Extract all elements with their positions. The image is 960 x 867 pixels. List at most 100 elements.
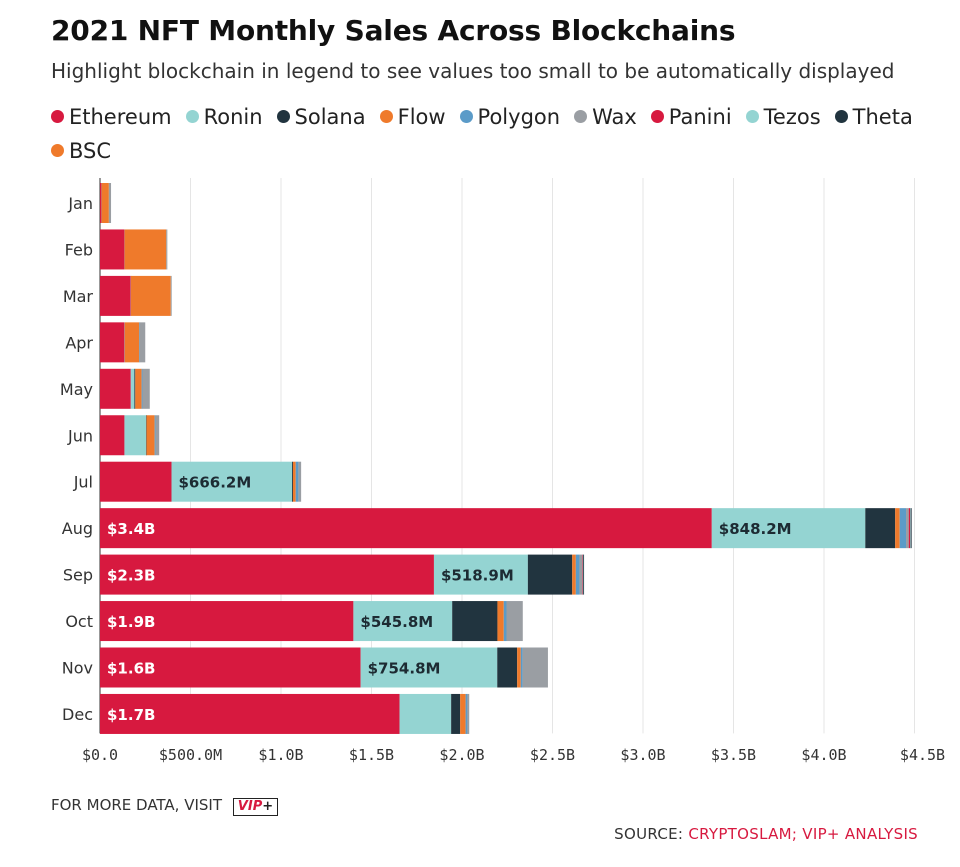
- bar-segment-flow-apr[interactable]: [124, 322, 140, 363]
- legend-item-theta[interactable]: Theta: [834, 100, 913, 134]
- bar-segment-polygon-nov[interactable]: [520, 647, 523, 688]
- legend-item-solana[interactable]: Solana: [276, 100, 366, 134]
- bar-segment-polygon-dec[interactable]: [465, 693, 468, 734]
- legend-item-tezos[interactable]: Tezos: [745, 100, 821, 134]
- legend-label: Tezos: [763, 105, 821, 129]
- bar-segment-ethereum-jul[interactable]: [100, 461, 172, 502]
- legend-item-panini[interactable]: Panini: [650, 100, 732, 134]
- bar-segment-wax-sep[interactable]: [579, 554, 583, 595]
- bar-segment-wax-jul[interactable]: [298, 461, 302, 502]
- source-text[interactable]: CRYPTOSLAM; VIP+ ANALYSIS: [688, 825, 918, 843]
- bar-segment-theta-aug[interactable]: [910, 508, 912, 549]
- y-category-label: Sep: [63, 566, 93, 585]
- bar-segment-flow-oct[interactable]: [497, 601, 504, 642]
- bar-segment-solana-oct[interactable]: [452, 601, 498, 642]
- legend-item-wax[interactable]: Wax: [574, 100, 637, 134]
- bar-segment-ronin-sep[interactable]: [433, 554, 528, 595]
- bar-segment-flow-sep[interactable]: [572, 554, 576, 595]
- bar-segment-solana-jul[interactable]: [292, 461, 293, 502]
- bar-segment-ethereum-dec[interactable]: [100, 693, 400, 734]
- bar-segment-polygon-apr[interactable]: [139, 322, 141, 363]
- x-tick-label: $4.0B: [801, 746, 846, 764]
- bar-segment-wax-aug[interactable]: [906, 508, 909, 549]
- bar-segment-ronin-dec[interactable]: [399, 693, 452, 734]
- legend-swatch: [185, 110, 199, 123]
- bar-segment-wax-apr[interactable]: [139, 322, 146, 363]
- bar-segment-wax-dec[interactable]: [467, 693, 470, 734]
- bar-segment-tezos-aug[interactable]: [910, 508, 911, 549]
- bar-segment-ethereum-feb[interactable]: [100, 229, 125, 270]
- bar-segment-ronin-nov[interactable]: [360, 647, 498, 688]
- source-prefix: SOURCE:: [614, 825, 684, 843]
- bar-segment-wax-mar[interactable]: [170, 275, 172, 316]
- bar-segment-panini-aug[interactable]: [908, 508, 911, 549]
- legend-item-flow[interactable]: Flow: [379, 100, 446, 134]
- legend-item-bsc[interactable]: BSC: [51, 134, 111, 168]
- bar-segment-flow-jan[interactable]: [101, 183, 109, 223]
- bar-segment-wax-oct[interactable]: [506, 601, 523, 642]
- bar-segment-ronin-aug[interactable]: [711, 508, 866, 549]
- bar-segment-ethereum-oct[interactable]: [100, 601, 354, 642]
- data-labels: $666.2M $3.4B $848.2M $2.3B $518.9M $1.9B $545…: [107, 474, 792, 724]
- bar-segment-ethereum-may[interactable]: [100, 368, 131, 409]
- legend-swatch: [650, 110, 664, 123]
- bar-segment-polygon-oct[interactable]: [503, 601, 507, 642]
- legend-label: Ronin: [203, 105, 263, 129]
- bar-segment-solana-dec[interactable]: [451, 693, 461, 734]
- bar-segment-ronin-jul[interactable]: [171, 461, 293, 502]
- bar-segment-ethereum-sep[interactable]: [100, 554, 434, 595]
- bar-segment-polygon-jul[interactable]: [295, 461, 299, 502]
- bar-segment-polygon-sep[interactable]: [575, 554, 580, 595]
- bar-segment-flow-may[interactable]: [135, 368, 142, 409]
- data-label-ronin-aug: $848.2M: [719, 520, 792, 538]
- y-category-label: Nov: [62, 659, 93, 678]
- x-tick-label: $4.5B: [900, 746, 945, 764]
- y-category-label: Jan: [67, 194, 93, 213]
- bar-segment-solana-nov[interactable]: [497, 647, 518, 688]
- bar-segment-ronin-jun[interactable]: [124, 415, 147, 456]
- bar-segment-theta-sep[interactable]: [583, 554, 585, 595]
- bar-segment-ronin-may[interactable]: [130, 368, 135, 409]
- bar-segment-ethereum-mar[interactable]: [100, 275, 131, 316]
- legend-label: Polygon: [477, 105, 561, 129]
- bar-segment-flow-mar[interactable]: [130, 275, 171, 316]
- bar-segment-solana-sep[interactable]: [527, 554, 573, 595]
- bar-segment-ethereum-nov[interactable]: [100, 647, 361, 688]
- bar-segment-flow-jun[interactable]: [146, 415, 155, 456]
- vip-plus-link[interactable]: VIP+: [232, 798, 279, 816]
- bar-segment-polygon-may[interactable]: [141, 368, 143, 409]
- y-category-label: Jun: [67, 426, 93, 445]
- legend-item-ethereum[interactable]: Ethereum: [51, 100, 172, 134]
- bar-segment-ethereum-jan[interactable]: [100, 183, 102, 223]
- bar-segment-ethereum-apr[interactable]: [100, 322, 125, 363]
- bar-segment-tezos-sep[interactable]: [582, 554, 584, 595]
- legend-label: Ethereum: [69, 105, 172, 129]
- bar-segment-solana-may[interactable]: [134, 368, 136, 409]
- more-data-text: FOR MORE DATA, VISIT: [51, 796, 223, 814]
- bar-segment-panini-sep[interactable]: [582, 554, 583, 595]
- bar-segment-flow-nov[interactable]: [517, 647, 521, 688]
- bar-segment-ronin-oct[interactable]: [353, 601, 453, 642]
- bar-segment-polygon-aug[interactable]: [899, 508, 907, 549]
- bar-segment-flow-dec[interactable]: [460, 693, 466, 734]
- bar-segment-wax-jun[interactable]: [155, 415, 160, 456]
- legend-item-ronin[interactable]: Ronin: [185, 100, 263, 134]
- bar-segment-wax-feb[interactable]: [166, 229, 168, 270]
- data-label-ronin-sep: $518.9M: [441, 567, 514, 585]
- bar-segment-flow-jul[interactable]: [292, 461, 296, 502]
- legend-label: Solana: [294, 105, 366, 129]
- bar-segment-polygon-jun[interactable]: [154, 415, 156, 456]
- legend-swatch: [276, 110, 290, 123]
- bar-segment-flow-aug[interactable]: [895, 508, 900, 549]
- bar-segment-ethereum-aug[interactable]: [100, 508, 712, 549]
- bar-segment-solana-aug[interactable]: [865, 508, 896, 549]
- bar-segment-wax-may[interactable]: [142, 368, 150, 409]
- bar-segment-flow-feb[interactable]: [124, 229, 167, 270]
- legend-item-polygon[interactable]: Polygon: [459, 100, 561, 134]
- bar-segment-wax-jan[interactable]: [108, 183, 112, 223]
- legend-swatch: [834, 110, 848, 123]
- x-tick-label: $500.0M: [159, 746, 222, 764]
- bar-segment-ethereum-jun[interactable]: [100, 415, 125, 456]
- bar-segment-wax-nov[interactable]: [522, 647, 548, 688]
